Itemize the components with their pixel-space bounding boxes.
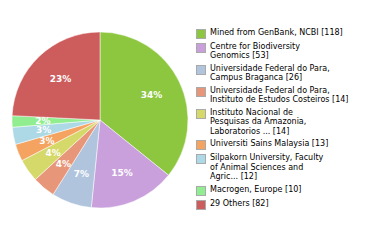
html-text:Mined from GenBank, NCBI [118]: Mined from GenBank, NCBI [118] xyxy=(210,27,343,37)
svg-text:15%: 15% xyxy=(111,168,133,178)
svg-text:23%: 23% xyxy=(50,74,72,84)
html-text:Universidade Federal do Para,: Universidade Federal do Para, xyxy=(210,85,330,95)
html-text:Laboratorios ... [14]: Laboratorios ... [14] xyxy=(210,126,290,136)
html-text:Agric... [12]: Agric... [12] xyxy=(210,172,258,181)
html-text:Centre for Biodiversity: Centre for Biodiversity xyxy=(210,41,300,51)
html-text:of Animal Sciences and: of Animal Sciences and xyxy=(210,162,304,172)
svg-text:4%: 4% xyxy=(46,148,61,158)
svg-text:3%: 3% xyxy=(39,136,54,146)
svg-text:34%: 34% xyxy=(141,90,163,100)
html-text:Instituto de Estudos Costeiros: Instituto de Estudos Costeiros [14] xyxy=(210,95,349,104)
html-text:Campus Braganca [26]: Campus Braganca [26] xyxy=(210,73,303,82)
html-text:Genomics [53]: Genomics [53] xyxy=(210,51,269,60)
html-text:Universiti Sains Malaysia [13]: Universiti Sains Malaysia [13] xyxy=(210,139,329,148)
svg-text:2%: 2% xyxy=(35,116,50,126)
html-text:Universidade Federal do Para,: Universidade Federal do Para, xyxy=(210,63,330,73)
svg-text:4%: 4% xyxy=(56,159,71,169)
html-text:29 Others [82]: 29 Others [82] xyxy=(210,198,269,208)
html-text:Pesquisas da Amazonia,: Pesquisas da Amazonia, xyxy=(210,117,307,126)
html-text:Instituto Nacional de: Instituto Nacional de xyxy=(210,107,293,117)
svg-text:3%: 3% xyxy=(36,125,51,135)
html-text:Macrogen, Europe [10]: Macrogen, Europe [10] xyxy=(210,184,302,194)
svg-text:7%: 7% xyxy=(74,169,89,179)
html-text:Silpakorn University, Faculty: Silpakorn University, Faculty xyxy=(210,153,324,162)
